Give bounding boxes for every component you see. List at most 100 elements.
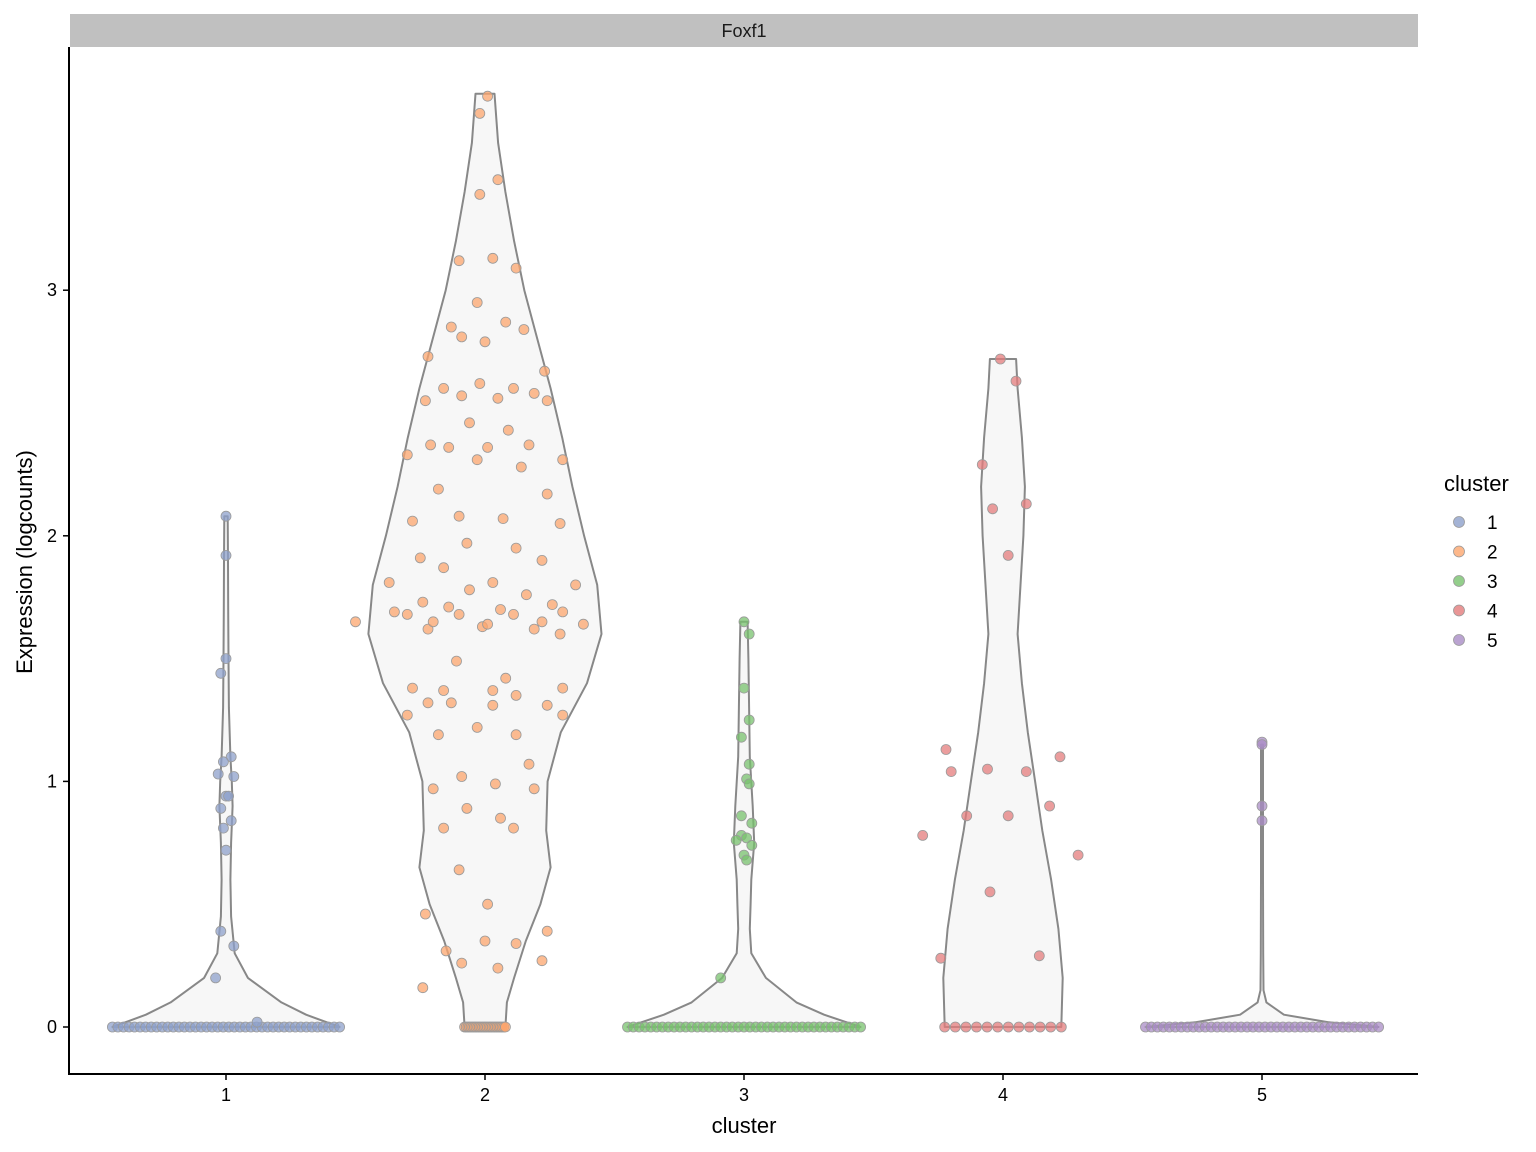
point-cluster-2: [487, 699, 499, 711]
point-cluster-1: [215, 925, 227, 937]
point-cluster-2: [495, 604, 506, 615]
point-cluster-2: [541, 488, 553, 500]
point-cluster-2: [510, 729, 522, 741]
point-cluster-2: [487, 252, 499, 264]
y-tick-label: 2: [47, 526, 57, 546]
point-cluster-4: [917, 830, 929, 841]
legend-label-3: 3: [1487, 572, 1498, 593]
point-cluster-2: [438, 382, 450, 394]
point-cluster-2: [419, 395, 431, 407]
point-cluster-4: [949, 1021, 961, 1033]
point-cluster-2: [557, 606, 569, 618]
point-cluster-2: [515, 461, 527, 473]
point-cluster-3: [746, 839, 758, 851]
point-cluster-1: [225, 815, 237, 827]
point-cluster-3: [736, 731, 747, 743]
point-cluster-3: [730, 834, 742, 846]
point-cluster-4: [945, 766, 957, 777]
point-cluster-2: [474, 188, 486, 200]
point-cluster-4: [1033, 950, 1045, 962]
point-cluster-1: [215, 803, 227, 814]
point-cluster-2: [536, 616, 548, 628]
point-cluster-2: [570, 579, 581, 591]
y-tick-label: 3: [47, 280, 57, 300]
point-cluster-4: [1054, 751, 1066, 763]
point-cluster-2: [508, 822, 519, 834]
point-cluster-2: [383, 577, 395, 588]
point-cluster-4: [982, 763, 993, 775]
point-cluster-4: [1002, 550, 1014, 561]
point-cluster-2: [523, 758, 535, 770]
point-cluster-4: [1002, 1021, 1014, 1033]
point-cluster-2: [482, 618, 494, 630]
violin-cluster-4: [942, 358, 1064, 1028]
point-cluster-2: [453, 510, 465, 522]
point-cluster-2: [479, 935, 491, 947]
point-cluster-2: [456, 771, 468, 782]
legend-label-5: 5: [1487, 631, 1498, 652]
violin-layer: [111, 92, 1380, 1028]
point-cluster-2: [474, 108, 486, 119]
point-cluster-2: [474, 378, 486, 389]
point-cluster-2: [482, 441, 494, 453]
point-cluster-2: [471, 454, 483, 466]
point-cluster-2: [492, 174, 504, 186]
point-cluster-2: [497, 513, 509, 524]
point-cluster-2: [407, 515, 418, 527]
facet-title: Foxf1: [721, 21, 766, 41]
y-tick-label: 0: [47, 1017, 57, 1037]
point-cluster-2: [432, 729, 444, 741]
violin-cluster-3: [626, 620, 862, 1028]
point-cluster-1: [210, 972, 222, 984]
point-cluster-2: [541, 925, 553, 937]
point-cluster-2: [482, 898, 494, 910]
point-cluster-2: [508, 609, 519, 620]
point-cluster-3: [738, 616, 750, 628]
point-cluster-1: [334, 1021, 346, 1033]
point-cluster-2: [388, 606, 400, 618]
point-cluster-4: [987, 503, 998, 515]
point-cluster-2: [508, 382, 519, 394]
point-cluster-2: [557, 454, 569, 466]
point-cluster-2: [510, 690, 522, 701]
point-cluster-2: [461, 803, 473, 814]
point-cluster-2: [482, 90, 494, 102]
y-ticks: 0 1 2 3: [47, 280, 69, 1037]
point-cluster-1: [228, 771, 240, 782]
point-cluster-3: [743, 778, 755, 790]
point-cluster-1: [223, 790, 235, 802]
point-cluster-2: [417, 596, 429, 608]
point-cluster-3: [741, 832, 752, 844]
point-cluster-4: [1020, 766, 1032, 777]
point-cluster-3: [741, 854, 752, 866]
facet-strip-background: [70, 14, 1418, 47]
point-cluster-2: [499, 1021, 511, 1033]
point-cluster-1: [215, 667, 227, 679]
point-cluster-4: [981, 1021, 993, 1033]
point-cluster-2: [417, 982, 429, 994]
point-cluster-2: [523, 439, 535, 451]
legend-key-2: [1453, 545, 1465, 558]
y-tick-label: 1: [47, 771, 57, 791]
point-cluster-4: [1024, 1021, 1035, 1033]
point-cluster-4: [935, 952, 947, 964]
point-cluster-2: [350, 616, 361, 628]
point-cluster-1: [217, 822, 229, 834]
point-cluster-2: [487, 577, 499, 588]
point-cluster-4: [1045, 1021, 1057, 1033]
point-cluster-2: [510, 542, 522, 554]
point-cluster-4: [940, 744, 952, 755]
violin-cluster-1: [111, 515, 341, 1028]
point-cluster-4: [960, 1021, 972, 1033]
point-cluster-2: [443, 441, 455, 453]
point-cluster-1: [220, 653, 232, 664]
point-cluster-2: [427, 783, 439, 795]
x-tick-label: 4: [998, 1085, 1008, 1105]
point-cluster-2: [401, 609, 413, 620]
point-cluster-3: [746, 817, 758, 829]
point-cluster-2: [451, 655, 462, 667]
point-cluster-2: [492, 392, 504, 404]
point-cluster-2: [407, 682, 418, 694]
point-cluster-2: [500, 316, 512, 328]
point-cluster-2: [453, 864, 465, 876]
